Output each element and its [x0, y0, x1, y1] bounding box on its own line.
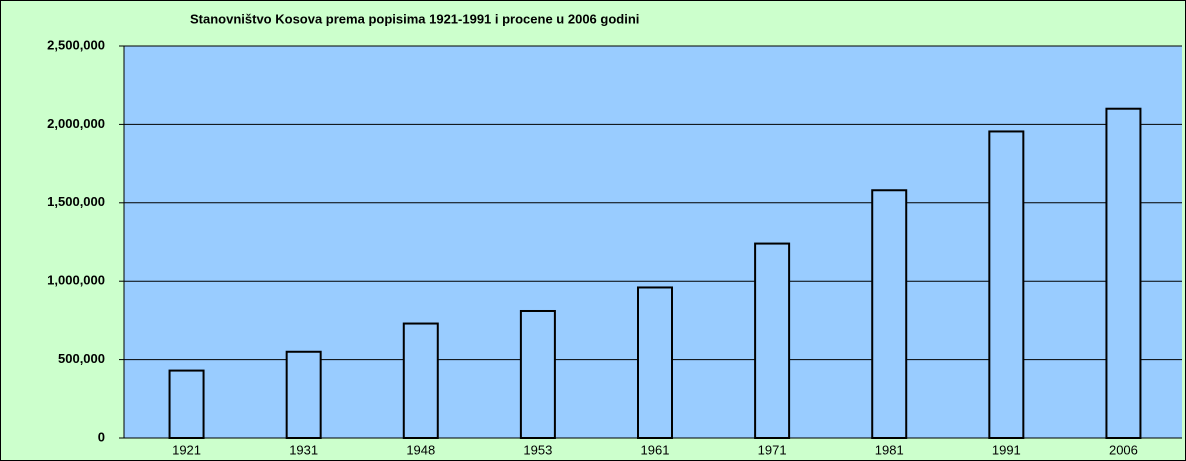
- y-tick-label: 500,000: [58, 351, 105, 366]
- bar: [519, 309, 556, 440]
- bar: [754, 242, 791, 439]
- x-tick-label: 1991: [992, 442, 1021, 457]
- bar: [285, 350, 322, 440]
- y-tick-label: 1,500,000: [47, 194, 105, 209]
- x-tick-label: 1921: [172, 442, 201, 457]
- x-tick-label: 1953: [523, 442, 552, 457]
- y-tick-label: 1,000,000: [47, 273, 105, 288]
- x-tick-label: 1981: [875, 442, 904, 457]
- bar: [637, 286, 673, 439]
- x-tick-label: 1961: [641, 442, 670, 457]
- y-tick-label: 2,000,000: [47, 116, 105, 131]
- x-tick-label: 1971: [758, 442, 787, 457]
- x-tick-label: 1948: [406, 442, 435, 457]
- bar: [1105, 107, 1142, 439]
- bar: [402, 322, 439, 440]
- x-tick-label: 1931: [289, 442, 318, 457]
- x-tick-label: 2006: [1109, 442, 1138, 457]
- bar: [168, 369, 205, 439]
- chart-title: Stanovništvo Kosova prema popisima 1921-…: [190, 11, 639, 26]
- y-tick-label: 2,500,000: [47, 37, 105, 52]
- y-tick-label: 0: [98, 429, 105, 444]
- bar: [871, 189, 908, 439]
- bar: [988, 130, 1025, 439]
